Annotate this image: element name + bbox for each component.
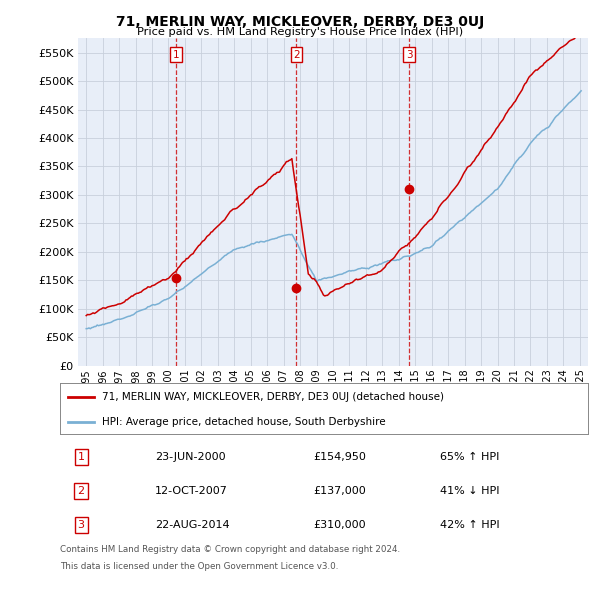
Text: 22-AUG-2014: 22-AUG-2014	[155, 520, 230, 530]
Text: 3: 3	[77, 520, 85, 530]
Text: 71, MERLIN WAY, MICKLEOVER, DERBY, DE3 0UJ (detached house): 71, MERLIN WAY, MICKLEOVER, DERBY, DE3 0…	[102, 392, 444, 402]
Text: Price paid vs. HM Land Registry's House Price Index (HPI): Price paid vs. HM Land Registry's House …	[137, 27, 463, 37]
Text: £137,000: £137,000	[313, 486, 366, 496]
Text: 41% ↓ HPI: 41% ↓ HPI	[440, 486, 500, 496]
Text: 42% ↑ HPI: 42% ↑ HPI	[440, 520, 500, 530]
Text: Contains HM Land Registry data © Crown copyright and database right 2024.: Contains HM Land Registry data © Crown c…	[60, 545, 400, 554]
Text: 1: 1	[77, 452, 85, 461]
Text: 12-OCT-2007: 12-OCT-2007	[155, 486, 228, 496]
Text: 2: 2	[77, 486, 85, 496]
Text: £310,000: £310,000	[313, 520, 366, 530]
Text: 23-JUN-2000: 23-JUN-2000	[155, 452, 226, 461]
Text: This data is licensed under the Open Government Licence v3.0.: This data is licensed under the Open Gov…	[60, 562, 338, 571]
Text: 2: 2	[293, 50, 300, 60]
Text: 71, MERLIN WAY, MICKLEOVER, DERBY, DE3 0UJ: 71, MERLIN WAY, MICKLEOVER, DERBY, DE3 0…	[116, 15, 484, 29]
Text: 65% ↑ HPI: 65% ↑ HPI	[440, 452, 500, 461]
Text: 3: 3	[406, 50, 413, 60]
Text: HPI: Average price, detached house, South Derbyshire: HPI: Average price, detached house, Sout…	[102, 417, 386, 427]
Text: £154,950: £154,950	[313, 452, 367, 461]
Text: 1: 1	[173, 50, 179, 60]
